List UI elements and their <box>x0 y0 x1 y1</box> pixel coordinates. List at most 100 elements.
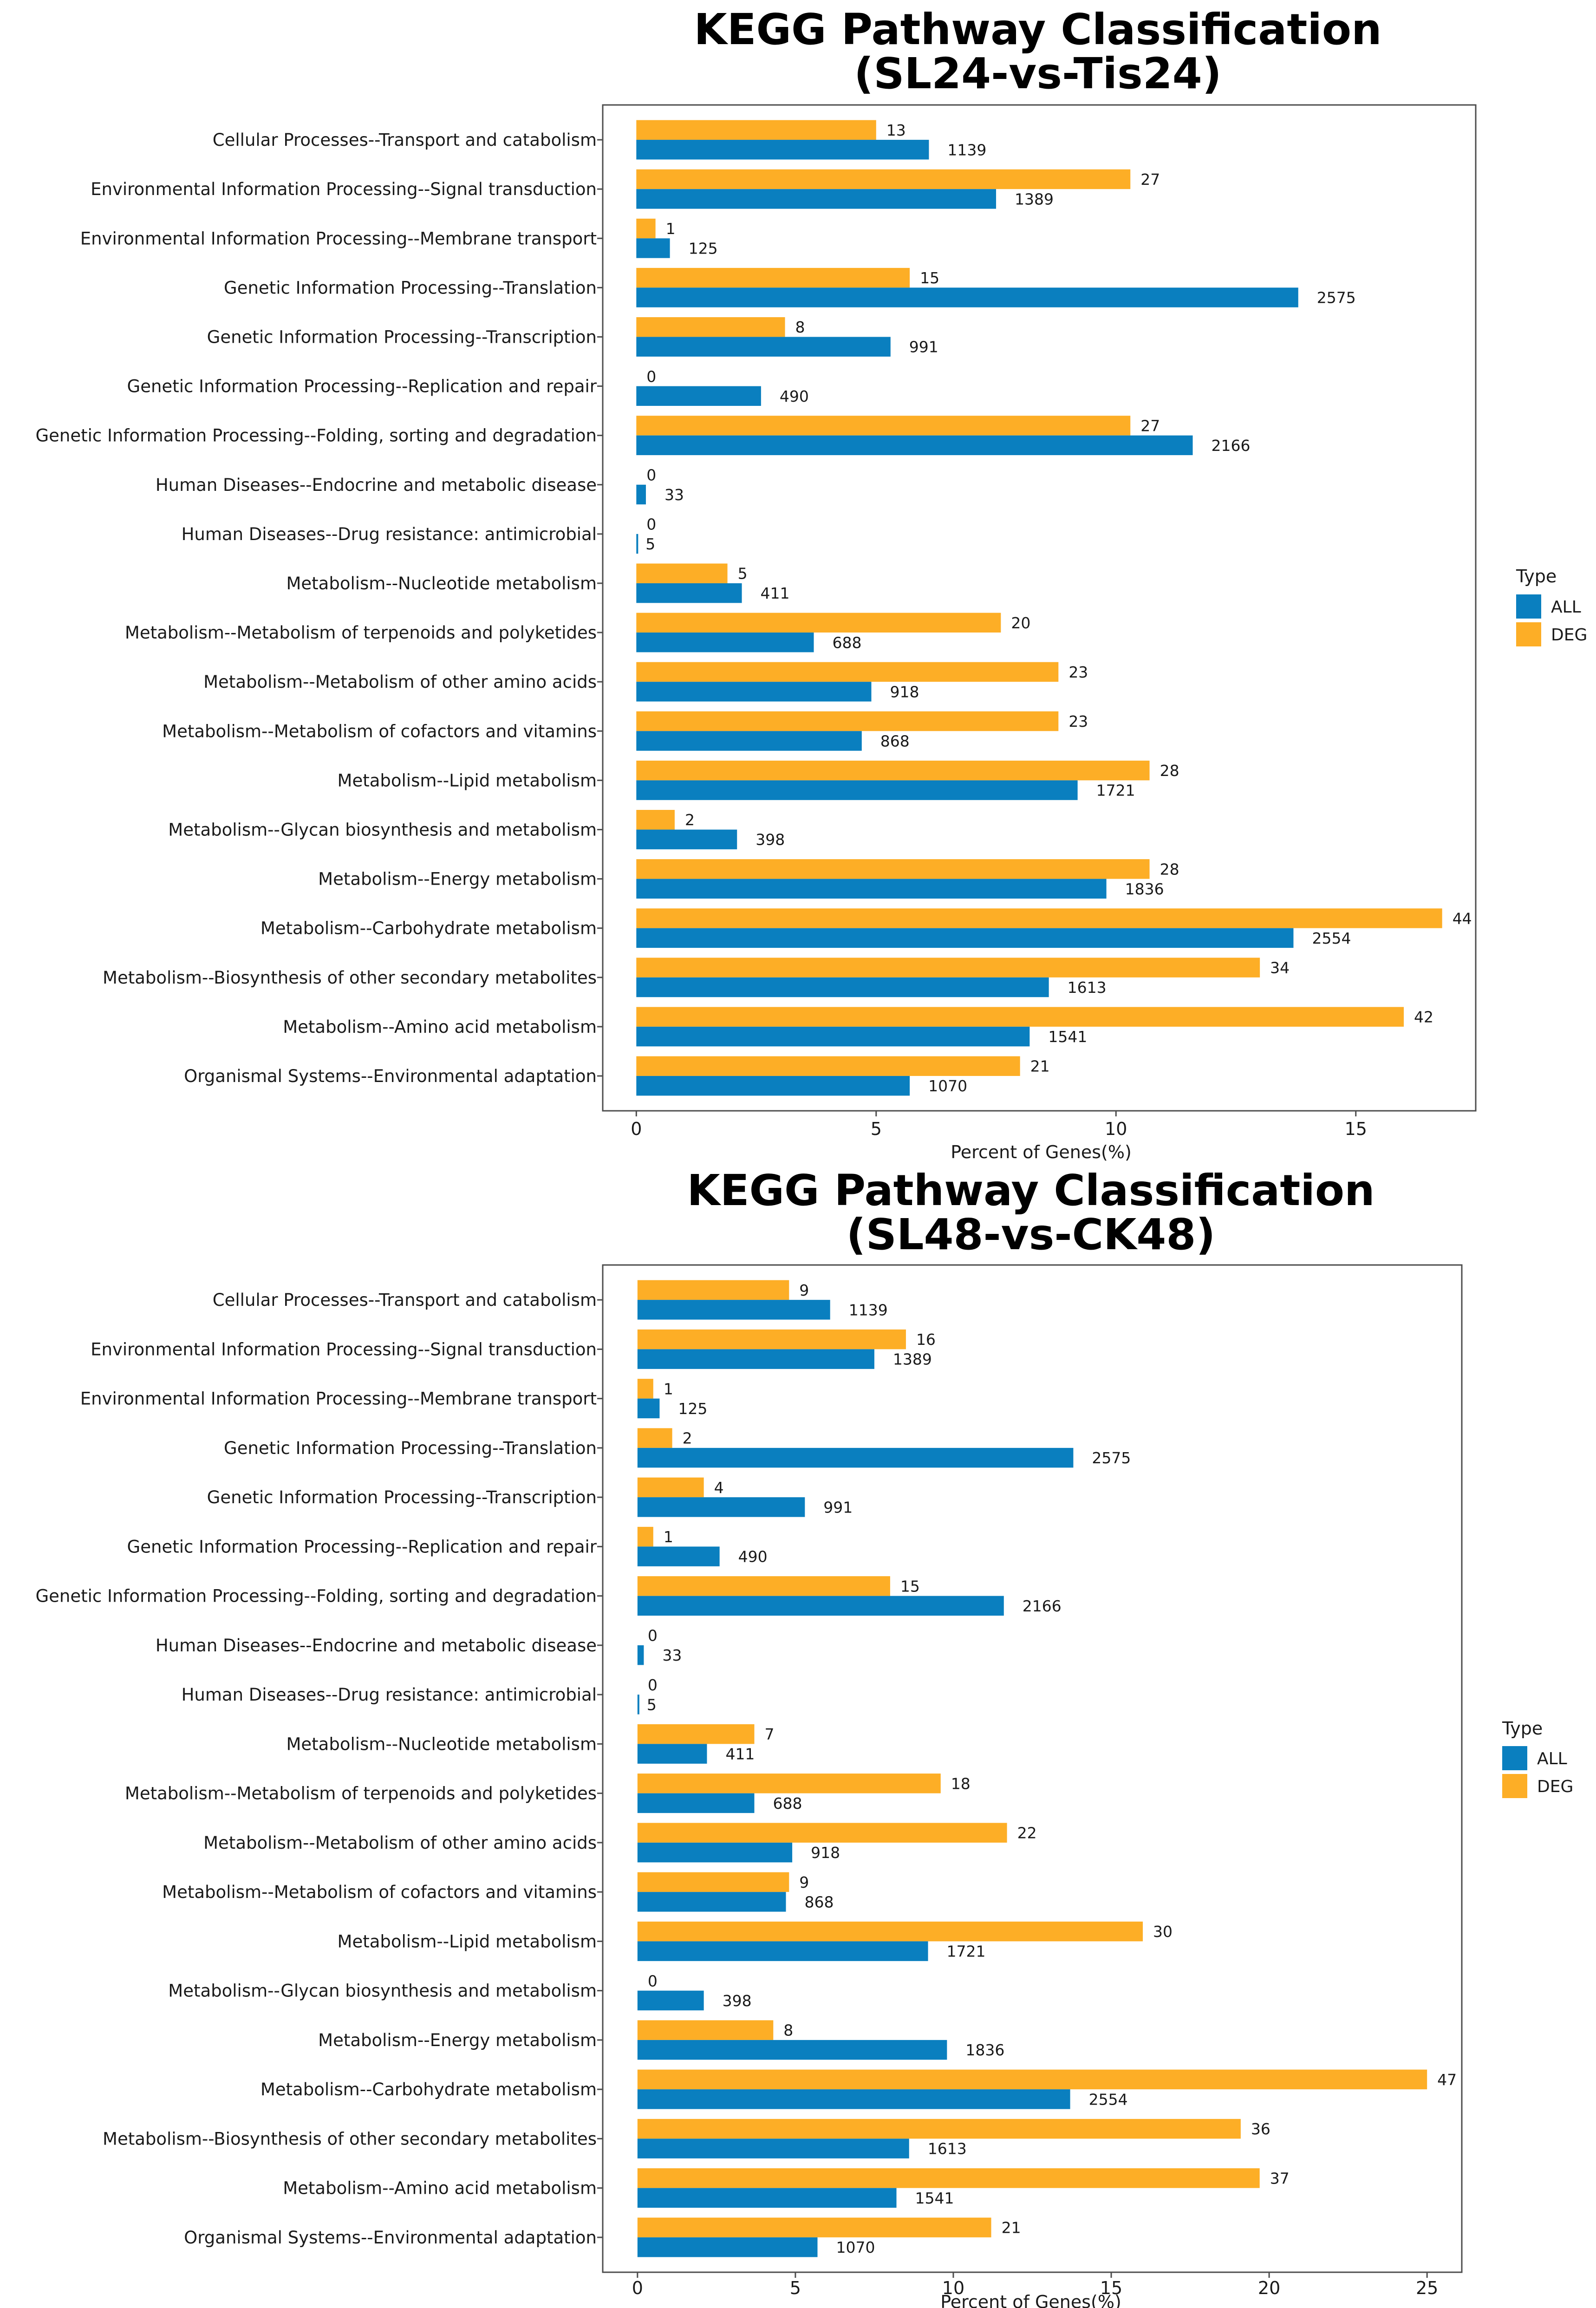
category-label: Genetic Information Processing--Folding,… <box>36 426 597 446</box>
bar-all-label: 1139 <box>947 141 986 159</box>
legend-swatch-all <box>1502 1746 1527 1770</box>
bar-deg-label: 2 <box>685 811 695 829</box>
category-label: Metabolism--Energy metabolism <box>318 2030 597 2050</box>
x-tick-label: 10 <box>942 2278 964 2298</box>
category-group: Genetic Information Processing--Folding,… <box>36 1576 1062 1616</box>
bar-all-label: 2554 <box>1089 2090 1128 2108</box>
category-group: Environmental Information Processing--Me… <box>80 1379 707 1419</box>
bar-all-label: 2166 <box>1212 437 1251 455</box>
category-group: Metabolism--Glycan biosynthesis and meta… <box>168 810 785 849</box>
category-label: Metabolism--Lipid metabolism <box>338 770 597 790</box>
category-group: Metabolism--Lipid metabolism 30 1721 <box>338 1921 1173 1961</box>
bar-all <box>637 1398 660 1419</box>
category-group: Cellular Processes--Transport and catabo… <box>213 1280 888 1320</box>
bar-deg <box>636 1056 1020 1076</box>
bar-deg <box>636 859 1150 879</box>
bar-all <box>636 780 1078 800</box>
legend-title: Type <box>1502 1718 1543 1739</box>
category-group: Organismal Systems--Environmental adapta… <box>184 2217 1021 2257</box>
category-label: Metabolism--Nucleotide metabolism <box>286 1734 597 1754</box>
bar-deg-label: 13 <box>886 121 906 139</box>
bar-deg-label: 23 <box>1068 663 1088 681</box>
bar-all-label: 1836 <box>1125 880 1164 898</box>
legend-label-all: ALL <box>1551 598 1581 617</box>
category-group: Genetic Information Processing--Replicat… <box>127 367 809 406</box>
bar-deg-label: 0 <box>646 367 656 385</box>
bar-deg <box>636 563 728 583</box>
bar-all <box>637 1349 874 1369</box>
bar-deg-label: 0 <box>648 1676 658 1694</box>
x-tick-label: 15 <box>1345 1119 1367 1139</box>
category-label: Metabolism--Metabolism of other amino ac… <box>203 672 597 692</box>
category-group: Metabolism--Metabolism of other amino ac… <box>203 662 1088 702</box>
bar-all-label: 1541 <box>915 2189 954 2207</box>
chart-title-line2: (SL24-vs-Tis24) <box>854 49 1222 98</box>
bar-deg-label: 28 <box>1160 860 1179 878</box>
bar-all <box>637 1596 1004 1616</box>
bar-all-label: 918 <box>890 683 919 701</box>
bar-deg <box>637 2069 1427 2090</box>
bar-deg <box>637 1526 653 1547</box>
bar-all-label: 991 <box>823 1498 853 1516</box>
bar-all-label: 398 <box>756 831 785 849</box>
bar-deg <box>637 1921 1143 1942</box>
category-group: Genetic Information Processing--Transcri… <box>207 1477 853 1517</box>
bar-all-label: 1721 <box>1096 782 1135 800</box>
bar-all-label: 1613 <box>928 2140 967 2158</box>
x-tick-label: 15 <box>1100 2278 1122 2298</box>
category-label: Metabolism--Carbohydrate metabolism <box>261 919 597 939</box>
category-label: Genetic Information Processing--Transcri… <box>207 327 597 347</box>
bar-all-label: 411 <box>725 1745 755 1763</box>
bar-all-label: 1541 <box>1048 1028 1087 1046</box>
bar-deg-label: 8 <box>795 318 805 336</box>
x-tick-label: 10 <box>1105 1119 1127 1139</box>
category-group: Metabolism--Metabolism of cofactors and … <box>162 1872 834 1912</box>
category-group: Environmental Information Processing--Me… <box>80 218 718 258</box>
bar-all-label: 1389 <box>893 1350 932 1369</box>
bar-deg-label: 1 <box>664 1528 673 1546</box>
bar-all <box>637 1497 805 1517</box>
category-group: Cellular Processes--Transport and catabo… <box>213 120 986 160</box>
bar-all <box>636 140 929 160</box>
bar-all <box>637 1447 1074 1468</box>
bar-all <box>637 1695 639 1715</box>
bar-deg <box>637 2020 774 2040</box>
bar-deg-label: 15 <box>900 1577 920 1595</box>
bar-all-label: 1721 <box>947 1943 986 1961</box>
category-label: Organismal Systems--Environmental adapta… <box>184 1066 597 1086</box>
bar-deg-label: 30 <box>1153 1923 1173 1941</box>
bar-all-label: 1389 <box>1015 190 1054 208</box>
legend-swatch-deg <box>1516 622 1541 646</box>
bar-deg-label: 37 <box>1270 2169 1290 2187</box>
bar-all-label: 125 <box>678 1400 707 1418</box>
category-label: Metabolism--Metabolism of cofactors and … <box>162 721 597 741</box>
bar-deg <box>636 613 1001 633</box>
bar-deg <box>636 760 1150 781</box>
bar-deg-label: 23 <box>1068 712 1088 730</box>
bar-all <box>637 1645 644 1665</box>
bar-deg-label: 5 <box>738 565 748 583</box>
bar-all-label: 2575 <box>1092 1449 1131 1467</box>
bar-deg-label: 27 <box>1140 170 1160 189</box>
category-label: Cellular Processes--Transport and catabo… <box>213 1290 597 1310</box>
category-group: Metabolism--Metabolism of other amino ac… <box>203 1823 1037 1863</box>
category-label: Metabolism--Metabolism of terpenoids and… <box>125 623 597 643</box>
bar-deg-label: 9 <box>799 1873 809 1891</box>
bar-deg <box>637 1280 789 1300</box>
legend-label-deg: DEG <box>1551 626 1587 645</box>
bar-deg-label: 16 <box>916 1330 936 1349</box>
bar-deg <box>637 2217 991 2237</box>
category-group: Metabolism--Energy metabolism 8 1836 <box>318 2020 1004 2060</box>
bar-all <box>636 484 646 505</box>
bar-deg-label: 47 <box>1437 2071 1457 2089</box>
bar-deg <box>637 2168 1260 2188</box>
bar-deg <box>637 1576 890 1596</box>
bar-deg <box>636 958 1260 978</box>
bar-deg-label: 4 <box>714 1479 724 1497</box>
category-group: Metabolism--Metabolism of terpenoids and… <box>125 1773 971 1813</box>
bar-deg-label: 44 <box>1453 909 1472 927</box>
bar-all-label: 688 <box>773 1794 802 1812</box>
category-label: Genetic Information Processing--Folding,… <box>36 1586 597 1606</box>
category-group: Metabolism--Lipid metabolism 28 1721 <box>338 760 1179 800</box>
